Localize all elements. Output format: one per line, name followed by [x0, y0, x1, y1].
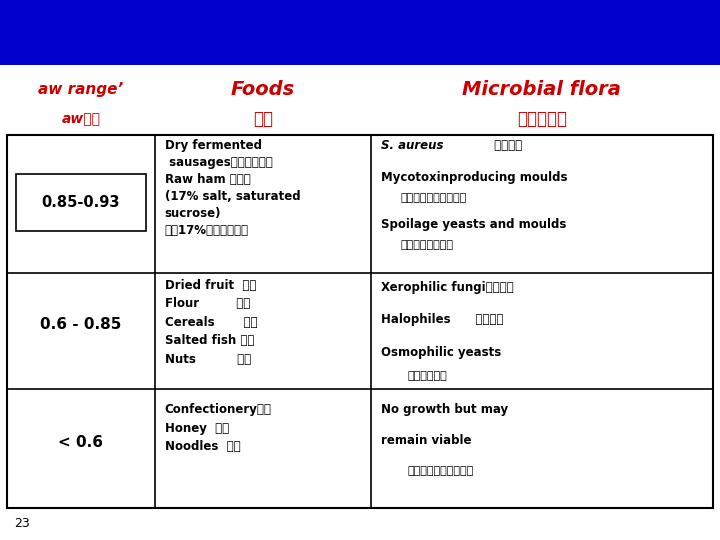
FancyBboxPatch shape: [17, 173, 145, 231]
Text: Spoilage yeasts and moulds: Spoilage yeasts and moulds: [381, 218, 567, 231]
Text: Osmophilic yeasts: Osmophilic yeasts: [381, 346, 501, 359]
Text: aw范围: aw范围: [61, 112, 101, 126]
Text: 能产生霉菌毒素的霉菌: 能产生霉菌毒素的霉菌: [401, 193, 467, 203]
Text: in foodsand and their microbial flora: in foodsand and their microbial flora: [171, 19, 669, 43]
Text: S. aureus: S. aureus: [381, 139, 444, 152]
Text: Xerophilic fungi喜旱真菌: Xerophilic fungi喜旱真菌: [381, 281, 513, 294]
Text: Range of a: Range of a: [27, 19, 170, 43]
Text: 23: 23: [14, 517, 30, 530]
Text: 微生物菌群: 微生物菌群: [517, 110, 567, 128]
Text: 食品: 食品: [253, 110, 273, 128]
Text: W: W: [160, 33, 176, 48]
Text: 腐败性酵母和霉菌: 腐败性酵母和霉菌: [401, 240, 454, 249]
Text: 不生长但能残存于其中: 不生长但能残存于其中: [408, 466, 474, 476]
Text: Halophiles      嗜盐生物: Halophiles 嗜盐生物: [381, 313, 503, 326]
Text: Microbial flora: Microbial flora: [462, 80, 621, 99]
Text: 0.85-0.93: 0.85-0.93: [42, 195, 120, 210]
Text: No growth but may: No growth but may: [381, 403, 508, 416]
Text: 0.6 - 0.85: 0.6 - 0.85: [40, 318, 122, 333]
Text: remain viable: remain viable: [381, 434, 472, 447]
Text: Dried fruit  干果
Flour         面粉
Cereals       谷类
Salted fish 和鱼
Nuts          坚: Dried fruit 干果 Flour 面粉 Cereals 谷类 Salte…: [165, 279, 257, 366]
Text: aw range’: aw range’: [38, 82, 124, 97]
Text: Mycotoxinproducing moulds: Mycotoxinproducing moulds: [381, 171, 567, 184]
Text: 耗高渗透酵母: 耗高渗透酵母: [408, 372, 447, 381]
Text: < 0.6: < 0.6: [58, 435, 104, 450]
Text: 葡萄球菌: 葡萄球菌: [490, 139, 523, 152]
Text: Dry fermented
 sausages干燥发酵香肠
Raw ham 生火腿
(17% salt, saturated
sucrose)
（监17%，饱和: Dry fermented sausages干燥发酵香肠 Raw ham 生火腿…: [165, 139, 300, 237]
Text: Confectionery糖果
Honey  蜂蜜
Noodles  面条: Confectionery糖果 Honey 蜂蜜 Noodles 面条: [165, 403, 271, 453]
Text: Foods: Foods: [230, 80, 295, 99]
